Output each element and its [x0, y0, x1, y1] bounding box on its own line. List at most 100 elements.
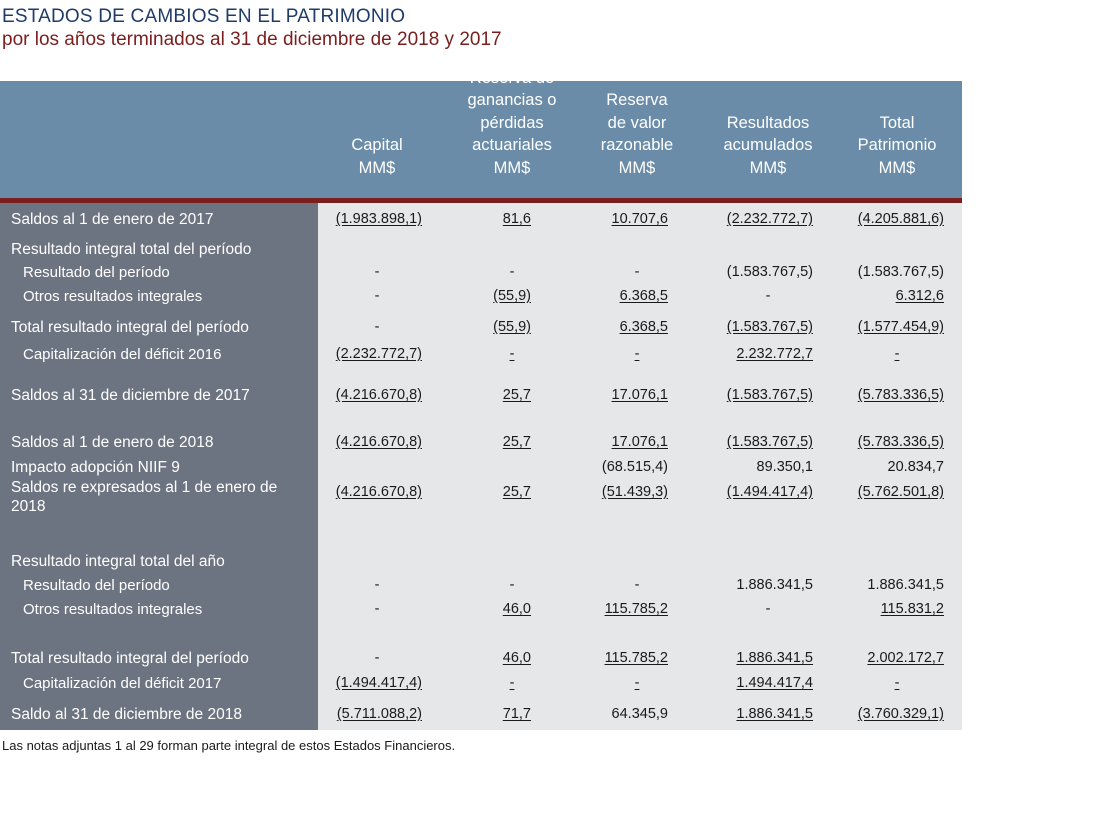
value-cell: (1.577.454,9)	[857, 319, 944, 335]
value-cell: 1.886.341,5	[736, 650, 813, 666]
values-area	[318, 203, 962, 730]
value-cell: -	[509, 577, 515, 593]
column-header-line: MM$	[878, 158, 916, 177]
value-cell: (1.494.417,4)	[335, 675, 422, 691]
value-cell: -	[634, 675, 640, 691]
value-cell: 10.707,6	[611, 211, 668, 227]
column-header-line: MM$	[493, 158, 531, 177]
value-cell: 115.785,2	[604, 650, 668, 666]
table-header: Capital MM$ Reserva de ganancias o pérdidas a…	[0, 69, 962, 203]
value-cell: -	[509, 675, 515, 691]
value-cell: 25,7	[502, 387, 531, 403]
value-cell: (5.783.336,5)	[857, 434, 944, 450]
value-cell: (5.783.336,5)	[857, 387, 944, 403]
value-cell: (2.232.772,7)	[726, 211, 813, 227]
value-cell: (4.205.881,6)	[857, 211, 944, 227]
value-cell: (1.583.767,5)	[726, 387, 813, 403]
statement-subtitle: por los años terminados al 31 de diciemb…	[2, 29, 502, 50]
value-cell: 6.312,6	[895, 288, 944, 304]
value-cell: -	[374, 288, 380, 304]
value-cell: 2.002.172,7	[867, 650, 944, 666]
value-cell: (5.762.501,8)	[857, 484, 944, 500]
row-label: Saldos re expresados al 1 de enero de 20…	[11, 479, 278, 515]
value-cell: -	[374, 650, 380, 666]
row-label: Resultado del período	[23, 264, 170, 281]
row-label: Total resultado integral del período	[11, 319, 249, 336]
column-header-line: pérdidas	[480, 113, 544, 132]
value-cell: 1.886.341,5	[736, 706, 813, 722]
table-body: Saldos al 1 de enero de 2017 (1.983.898,1…	[0, 203, 962, 730]
row-labels-column	[0, 203, 318, 730]
row-label: Saldos al 31 de diciembre de 2017	[11, 387, 250, 404]
column-header: Capital MM$	[317, 81, 437, 198]
column-header-line: de valor	[607, 113, 667, 132]
value-cell: (1.583.767,5)	[726, 319, 813, 335]
column-header-line: Reserva de	[469, 68, 555, 87]
value-cell: 71,7	[502, 706, 531, 722]
value-cell: (2.232.772,7)	[335, 346, 422, 362]
value-cell: -	[374, 601, 380, 617]
row-label: Resultado integral total del período	[11, 241, 252, 258]
column-header-text: Reserva de valor razonable MM$	[601, 89, 673, 179]
value-cell: -	[374, 319, 380, 335]
column-header: Reserva de valor razonable MM$	[577, 81, 697, 198]
column-header: Reserva de ganancias o pérdidas actuariales…	[457, 69, 567, 198]
value-cell: -	[509, 346, 515, 362]
value-cell: 115.831,2	[880, 601, 944, 617]
value-cell: -	[634, 577, 640, 593]
value-cell: -	[765, 601, 771, 617]
value-cell: 6.368,5	[619, 288, 668, 304]
value-cell: 6.368,5	[619, 319, 668, 335]
row-label: Capitalización del déficit 2016	[23, 346, 222, 363]
value-cell: 1.886.341,5	[736, 577, 813, 593]
column-header-line: razonable	[600, 136, 674, 154]
value-cell: 25,7	[502, 434, 531, 450]
column-header-line: Patrimonio	[857, 136, 937, 154]
column-header-line: MM$	[749, 158, 787, 177]
value-cell: -	[634, 264, 640, 280]
column-header-line: Total	[879, 113, 915, 132]
value-cell: 115.785,2	[604, 601, 668, 617]
column-header-line: ganancias o	[467, 91, 557, 109]
row-label: Impacto adopción NIIF 9	[11, 459, 180, 476]
value-cell: 1.886.341,5	[867, 577, 944, 593]
column-header-line: Reserva	[606, 91, 668, 109]
value-cell: 25,7	[502, 484, 531, 500]
value-cell: -	[765, 288, 771, 304]
column-header-line: MM$	[618, 158, 656, 177]
column-header-line: MM$	[358, 158, 396, 177]
value-cell: (1.583.767,5)	[726, 434, 813, 450]
row-label: Resultado del período	[23, 577, 170, 594]
footnote: Las notas adjuntas 1 al 29 forman parte …	[2, 738, 456, 753]
value-cell: -	[894, 675, 900, 691]
column-header-line: Capital	[351, 136, 403, 154]
value-cell: 46,0	[502, 650, 531, 666]
value-cell: 81,6	[502, 211, 531, 227]
value-cell: (1.583.767,5)	[857, 264, 944, 280]
value-cell: -	[634, 346, 640, 362]
value-cell: (1.983.898,1)	[335, 211, 422, 227]
value-cell: (4.216.670,8)	[335, 484, 422, 500]
equity-changes-table: Capital MM$ Reserva de ganancias o pérdidas a…	[0, 69, 962, 730]
value-cell: (4.216.670,8)	[335, 434, 422, 450]
row-label: Otros resultados integrales	[23, 601, 203, 618]
value-cell: (4.216.670,8)	[335, 387, 422, 403]
value-cell: -	[509, 264, 515, 280]
column-header-text: Capital MM$	[351, 134, 402, 179]
column-header-line: Resultados	[726, 113, 810, 132]
value-cell: -	[894, 346, 900, 362]
column-header-line: acumulados	[723, 136, 813, 154]
value-cell: 20.834,7	[887, 459, 944, 475]
column-header: Resultados acumulados MM$	[703, 81, 833, 198]
row-label: Saldo al 31 de diciembre de 2018	[11, 706, 242, 723]
value-cell: (1.583.767,5)	[726, 264, 813, 280]
column-header-text: Total Patrimonio MM$	[858, 112, 937, 180]
value-cell: -	[374, 264, 380, 280]
value-cell: (55,9)	[493, 319, 531, 335]
value-cell: 1.494.417,4	[736, 675, 813, 691]
value-cell: 64.345,9	[611, 706, 668, 722]
value-cell: (68.515,4)	[601, 459, 668, 475]
value-cell: -	[374, 577, 380, 593]
row-label: Otros resultados integrales	[23, 288, 203, 305]
value-cell: (51.439,3)	[601, 484, 668, 500]
